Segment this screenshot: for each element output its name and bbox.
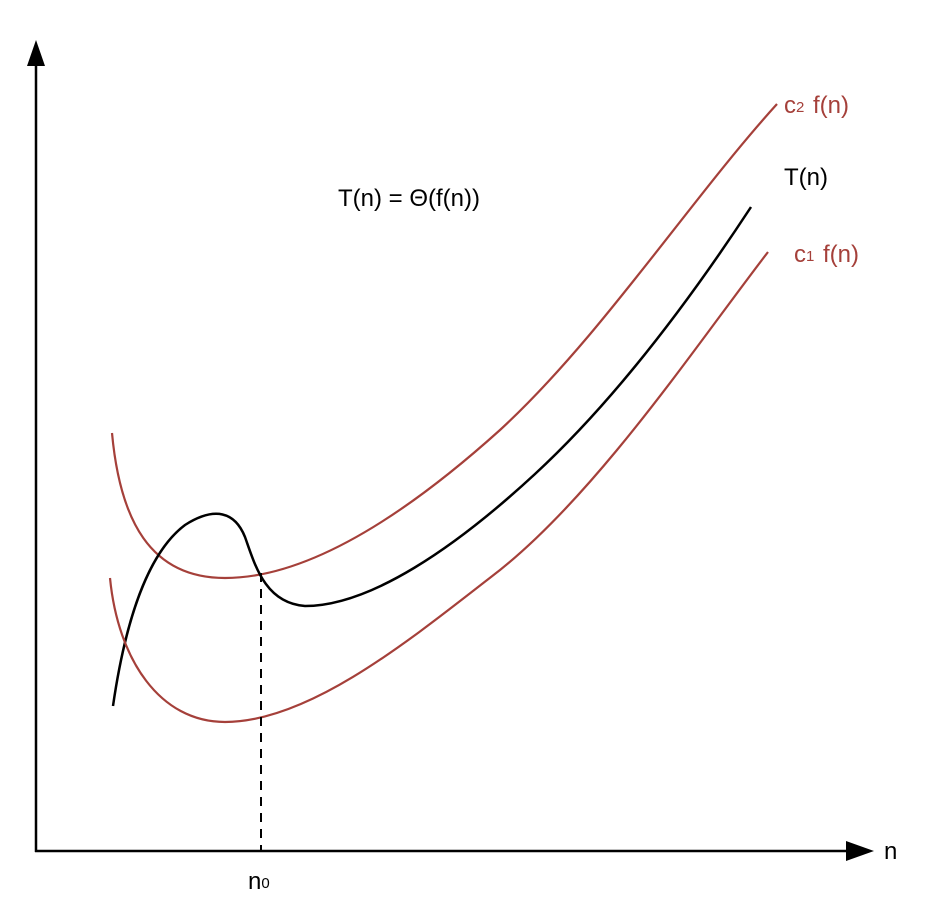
upper-func: f(n) bbox=[813, 92, 850, 119]
tn-curve-label: T(n) bbox=[784, 164, 828, 191]
upper-curve-label: c2 f(n) bbox=[784, 94, 849, 118]
x-axis-arrowhead bbox=[846, 841, 874, 861]
n0-base: n bbox=[248, 868, 262, 895]
n0-label: n0 bbox=[248, 870, 272, 894]
formula-label: T(n) = Θ(f(n)) bbox=[338, 185, 480, 212]
x-axis-label: n bbox=[884, 838, 898, 865]
n0-subscript: 0 bbox=[261, 875, 270, 892]
lower-curve-label: c1 f(n) bbox=[794, 243, 859, 267]
upper-bound-curve bbox=[110, 103, 778, 580]
lower-coef: c bbox=[794, 241, 806, 268]
upper-coef: c bbox=[784, 92, 796, 119]
lower-func: f(n) bbox=[823, 241, 860, 268]
lower-bound-curve bbox=[108, 251, 769, 724]
y-axis-arrowhead bbox=[27, 40, 45, 66]
upper-coef-subscript: 2 bbox=[796, 99, 805, 116]
tn-curve bbox=[111, 206, 753, 707]
lower-coef-subscript: 1 bbox=[806, 248, 815, 265]
